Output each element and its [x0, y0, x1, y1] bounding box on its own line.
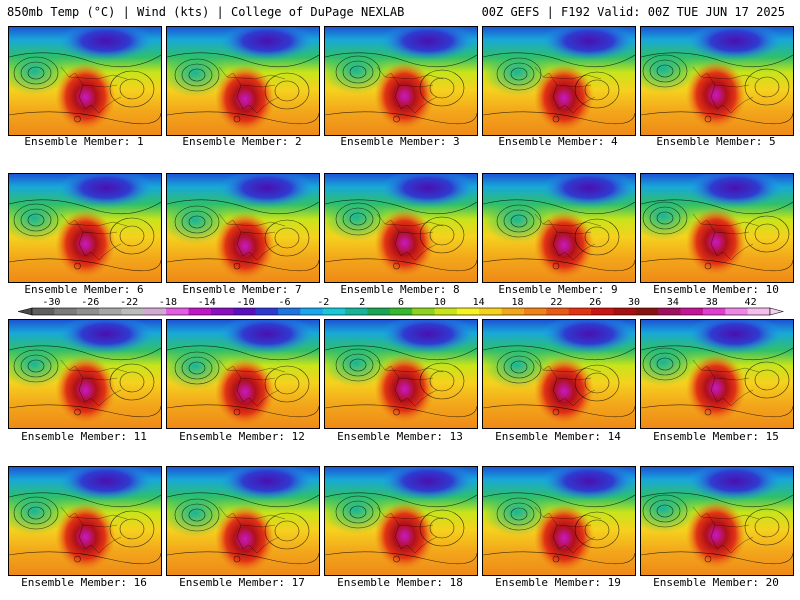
ensemble-member-label: Ensemble Member: 18 — [337, 576, 463, 589]
ensemble-member-label: Ensemble Member: 13 — [337, 430, 463, 443]
ensemble-member-label: Ensemble Member: 9 — [498, 283, 618, 296]
colorbar-swatch — [456, 308, 480, 315]
colorbar-swatch — [188, 308, 212, 315]
ensemble-member-label: Ensemble Member: 12 — [179, 430, 305, 443]
colorbar-swatch — [99, 308, 122, 315]
colorbar-tick-label: -10 — [237, 297, 255, 308]
colorbar-swatch — [233, 308, 257, 315]
ensemble-map-19 — [482, 466, 636, 576]
ensemble-member-label: Ensemble Member: 5 — [656, 135, 776, 148]
model-run-info: 00Z GEFS | F192 Valid: 00Z TUE JUN 17 20… — [481, 5, 785, 19]
ensemble-map-7 — [166, 173, 320, 283]
colorbar-tick-label: -26 — [81, 297, 99, 308]
colorbar-swatch — [658, 308, 681, 315]
ensemble-member-label: Ensemble Member: 8 — [340, 283, 460, 296]
ensemble-member-label: Ensemble Member: 14 — [495, 430, 621, 443]
colorbar-swatch — [389, 308, 413, 315]
colorbar-swatch — [546, 308, 570, 315]
colorbar-swatch — [702, 308, 726, 315]
ensemble-member-label: Ensemble Member: 2 — [182, 135, 302, 148]
colorbar-swatch — [255, 308, 279, 315]
colorbar-swatch — [613, 308, 637, 315]
ensemble-map-11 — [8, 319, 162, 429]
ensemble-map-5 — [640, 26, 794, 136]
ensemble-map-10 — [640, 173, 794, 283]
colorbar-tick-label: 26 — [589, 297, 601, 308]
ensemble-member-label: Ensemble Member: 3 — [340, 135, 460, 148]
colorbar-tick-label: -30 — [42, 297, 60, 308]
colorbar-min-arrow — [18, 307, 33, 316]
colorbar-tick-label: -18 — [159, 297, 177, 308]
colorbar-swatch — [32, 308, 55, 315]
colorbar-swatch — [76, 308, 100, 315]
colorbar-tick-label: 14 — [473, 297, 485, 308]
colorbar-tick-label: 18 — [512, 297, 524, 308]
colorbar-tick-label: 10 — [434, 297, 446, 308]
colorbar-tick-label: 38 — [706, 297, 718, 308]
colorbar-tick-label: 42 — [745, 297, 757, 308]
colorbar-tick-label: -6 — [278, 297, 290, 308]
ensemble-map-8 — [324, 173, 478, 283]
ensemble-map-13 — [324, 319, 478, 429]
colorbar-swatch — [479, 308, 503, 315]
colorbar-swatch — [524, 308, 547, 315]
ensemble-member-label: Ensemble Member: 1 — [24, 135, 144, 148]
colorbar-tick-label: -2 — [317, 297, 329, 308]
colorbar-swatch — [278, 308, 301, 315]
colorbar-swatch — [210, 308, 234, 315]
ensemble-member-label: Ensemble Member: 4 — [498, 135, 618, 148]
colorbar-swatch — [434, 308, 458, 315]
ensemble-map-9 — [482, 173, 636, 283]
map-title: 850mb Temp (°C) | Wind (kts) | College o… — [7, 5, 405, 19]
colorbar-swatch — [143, 308, 167, 315]
ensemble-map-17 — [166, 466, 320, 576]
colorbar-swatch — [166, 308, 189, 315]
colorbar-swatch — [300, 308, 324, 315]
ensemble-map-4 — [482, 26, 636, 136]
colorbar-max-arrow — [769, 307, 784, 316]
colorbar-tick-label: 2 — [359, 297, 365, 308]
ensemble-member-label: Ensemble Member: 17 — [179, 576, 305, 589]
ensemble-member-label: Ensemble Member: 16 — [21, 576, 147, 589]
colorbar-swatch — [322, 308, 346, 315]
colorbar-swatch — [54, 308, 78, 315]
colorbar-swatch — [635, 308, 659, 315]
colorbar-tick-label: -14 — [198, 297, 216, 308]
ensemble-map-16 — [8, 466, 162, 576]
colorbar-swatch — [501, 308, 525, 315]
colorbar-swatch — [591, 308, 614, 315]
colorbar-tick-label: 22 — [550, 297, 562, 308]
colorbar-swatch — [747, 308, 771, 315]
colorbar-tick-label: 34 — [667, 297, 679, 308]
colorbar-swatch — [345, 308, 368, 315]
ensemble-map-12 — [166, 319, 320, 429]
ensemble-map-3 — [324, 26, 478, 136]
ensemble-member-label: Ensemble Member: 7 — [182, 283, 302, 296]
ensemble-map-18 — [324, 466, 478, 576]
ensemble-map-20 — [640, 466, 794, 576]
colorbar-swatch — [680, 308, 704, 315]
ensemble-map-1 — [8, 26, 162, 136]
ensemble-map-2 — [166, 26, 320, 136]
ensemble-member-label: Ensemble Member: 15 — [653, 430, 779, 443]
ensemble-member-label: Ensemble Member: 20 — [653, 576, 779, 589]
colorbar-swatch — [367, 308, 391, 315]
colorbar-tick-label: 6 — [398, 297, 404, 308]
ensemble-member-label: Ensemble Member: 6 — [24, 283, 144, 296]
ensemble-member-label: Ensemble Member: 19 — [495, 576, 621, 589]
ensemble-member-label: Ensemble Member: 11 — [21, 430, 147, 443]
colorbar-tick-label: -22 — [120, 297, 138, 308]
ensemble-map-6 — [8, 173, 162, 283]
colorbar-swatch — [725, 308, 749, 315]
colorbar-swatch — [412, 308, 435, 315]
ensemble-member-label: Ensemble Member: 10 — [653, 283, 779, 296]
colorbar-tick-label: 30 — [628, 297, 640, 308]
temperature-colorbar: -30 -26 -22 -18 -14 -10 -6 -2 2 6 10 14 18 22 26 30 34 38… — [18, 296, 784, 318]
ensemble-map-14 — [482, 319, 636, 429]
colorbar-swatch — [568, 308, 592, 315]
ensemble-map-15 — [640, 319, 794, 429]
colorbar-swatch — [121, 308, 145, 315]
